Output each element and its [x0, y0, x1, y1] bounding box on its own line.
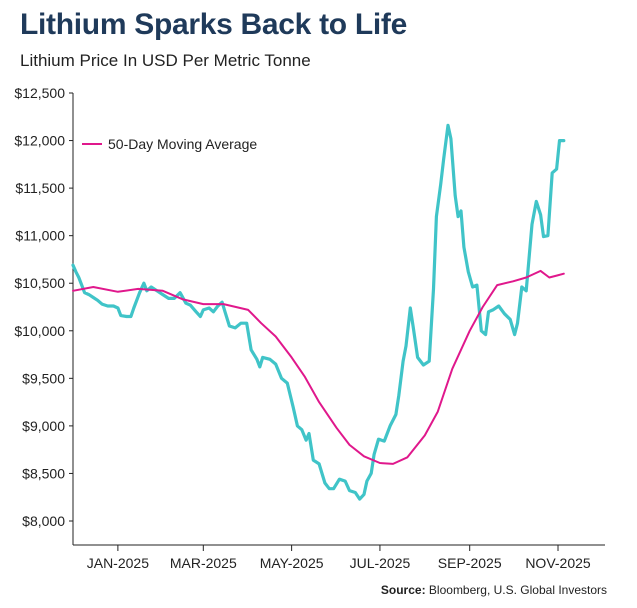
- chart-title: Lithium Sparks Back to Life: [20, 8, 407, 41]
- x-axis-ticks: JAN-2025 MAR-2025 MAY-2025 JUL-2025 SEP-2025…: [87, 545, 591, 571]
- series-line-price: [71, 123, 566, 501]
- x-tick-label: MAR-2025: [170, 555, 237, 571]
- x-tick-label: MAY-2025: [260, 555, 324, 571]
- y-tick-label: $10,500: [14, 275, 65, 291]
- y-axis-ticks: $8,000 $8,500 $9,000 $9,500 $10,000 $10,500 $1…: [14, 85, 73, 529]
- x-tick-label: JAN-2025: [87, 555, 149, 571]
- y-tick-label: $9,500: [22, 370, 65, 386]
- y-tick-label: $11,000: [15, 228, 65, 244]
- source-text: Bloomberg, U.S. Global Investors: [428, 583, 607, 597]
- series-line-moving-average: [72, 269, 565, 465]
- y-tick-label: $12,000: [14, 133, 65, 149]
- source-note: Source: Bloomberg, U.S. Global Investors: [381, 583, 607, 597]
- y-tick-label: $8,500: [22, 465, 65, 481]
- legend: 50-Day Moving Average: [82, 136, 257, 152]
- series-lines: [71, 123, 566, 501]
- legend-label-moving-average: 50-Day Moving Average: [108, 136, 257, 152]
- source-label: Source:: [380, 583, 426, 597]
- y-tick-label: $8,000: [22, 513, 65, 529]
- y-tick-label: $12,500: [14, 85, 65, 101]
- x-tick-label: SEP-2025: [438, 555, 502, 571]
- y-tick-label: $9,000: [22, 418, 65, 434]
- chart-subtitle: Lithium Price In USD Per Metric Tonne: [20, 51, 311, 70]
- y-tick-label: $10,000: [14, 323, 65, 339]
- x-tick-label: NOV-2025: [525, 555, 591, 571]
- y-tick-label: $11,500: [15, 180, 65, 196]
- x-tick-label: JUL-2025: [350, 555, 411, 571]
